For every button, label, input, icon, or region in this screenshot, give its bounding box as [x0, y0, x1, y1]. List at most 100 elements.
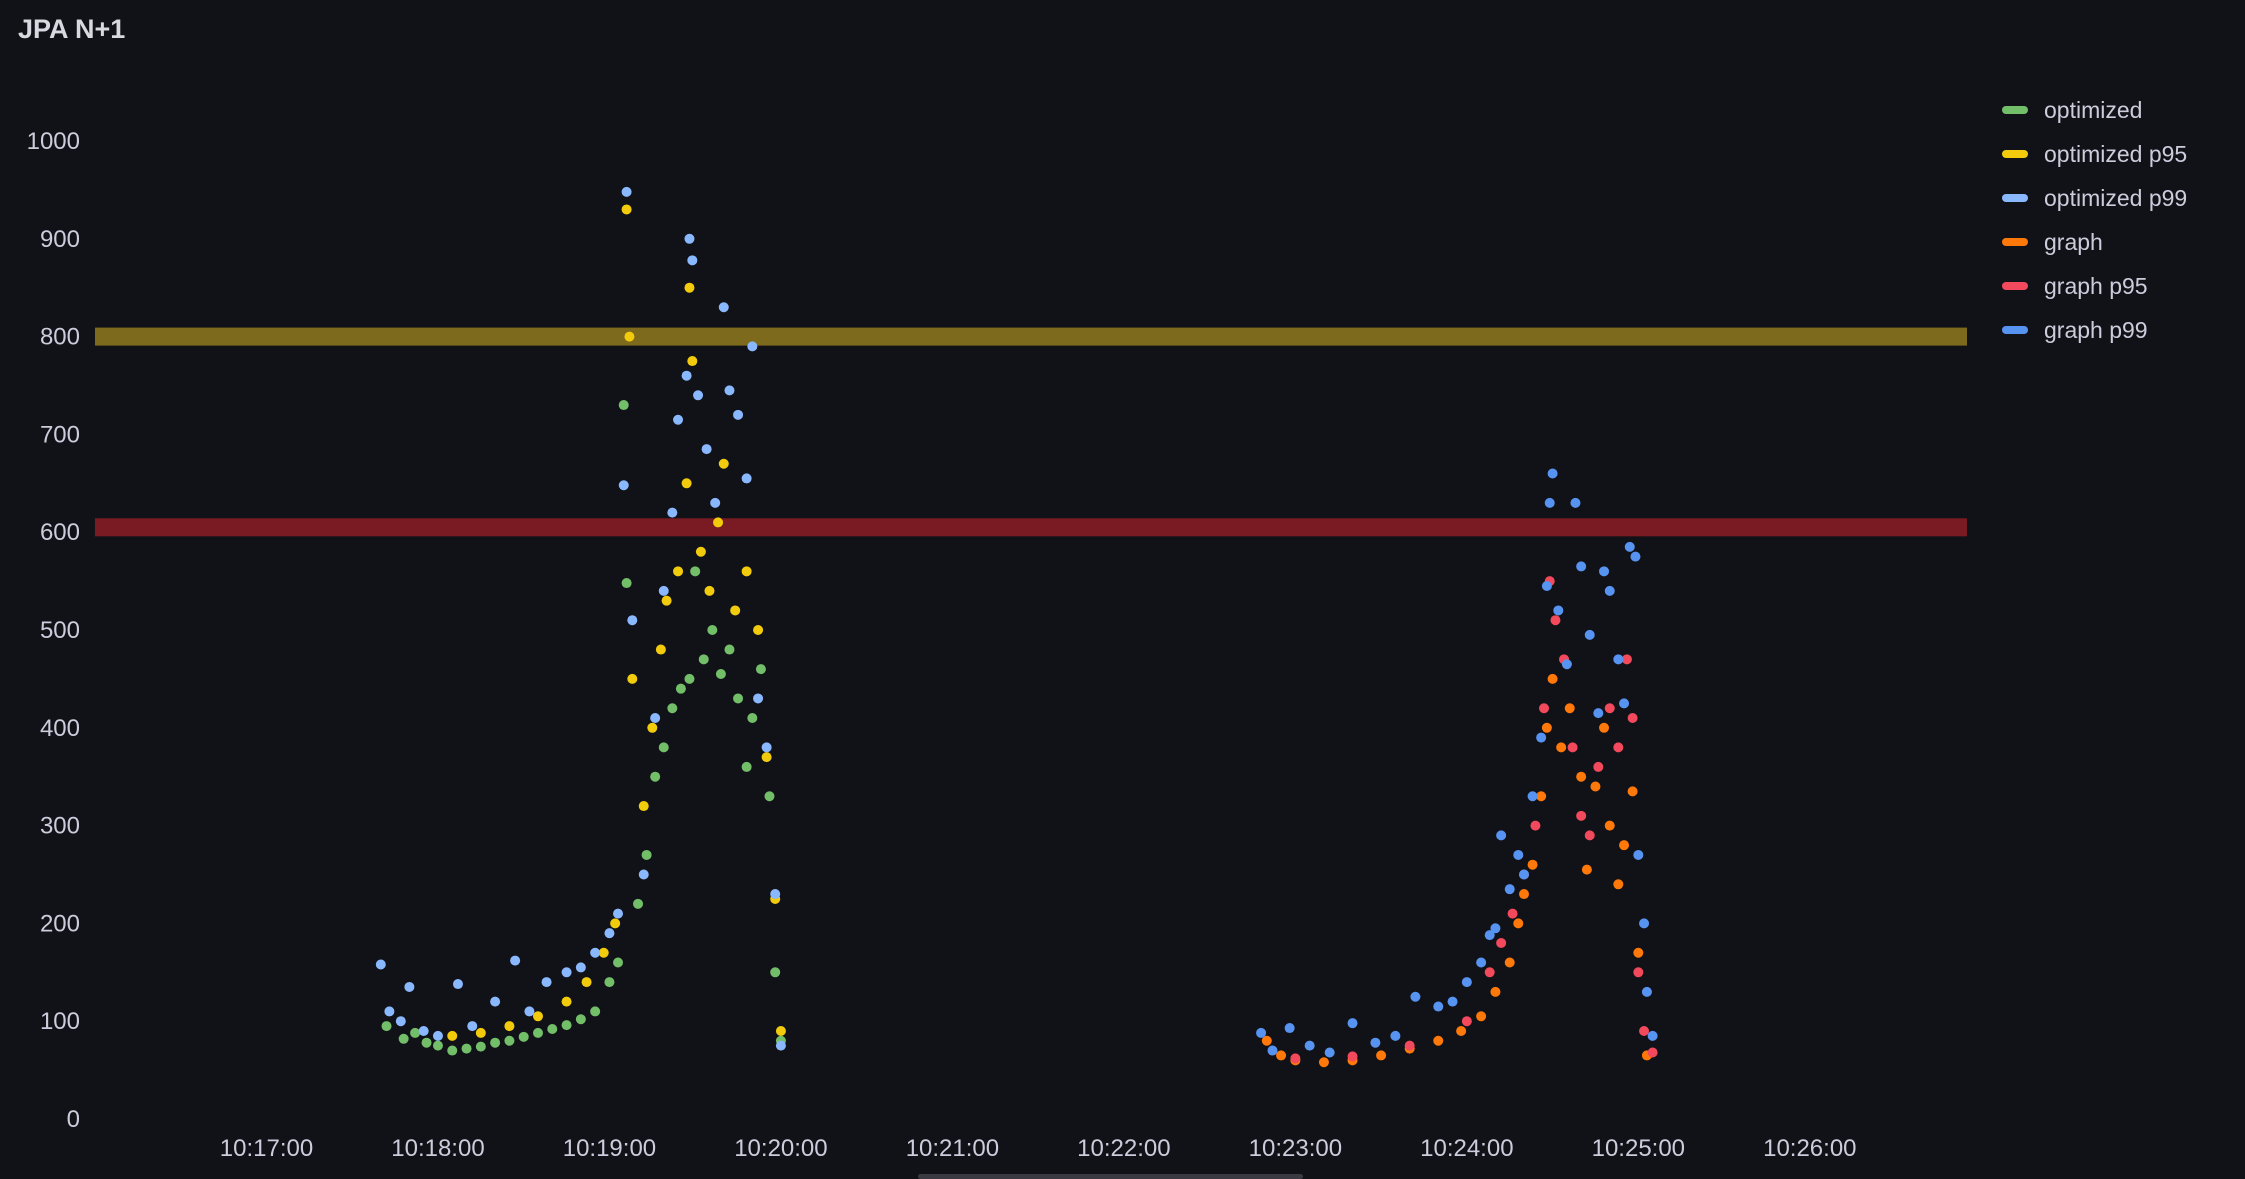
data-point: [1621, 654, 1632, 665]
data-point: [1613, 879, 1624, 890]
data-point: [621, 204, 632, 215]
data-point: [1456, 1025, 1467, 1036]
legend-swatch: [2002, 194, 2028, 202]
data-point: [687, 255, 698, 266]
data-point: [1513, 849, 1524, 860]
legend-item[interactable]: optimized p99: [2002, 176, 2187, 220]
panel-title: JPA N+1: [18, 14, 126, 44]
data-point: [613, 908, 624, 919]
y-tick-label: 700: [40, 421, 80, 448]
data-point: [661, 595, 672, 606]
data-point: [1581, 864, 1592, 875]
data-point: [1267, 1045, 1278, 1056]
data-point: [673, 566, 684, 577]
data-point: [1504, 957, 1515, 968]
data-point: [447, 1045, 458, 1056]
legend-item[interactable]: optimized: [2002, 88, 2187, 132]
data-point: [1370, 1037, 1381, 1048]
data-point: [707, 625, 718, 635]
data-point: [675, 683, 686, 694]
legend: optimized optimized p95 optimized p99 graph…: [2002, 88, 2187, 352]
data-point: [604, 928, 615, 939]
data-point: [741, 473, 752, 484]
data-point: [1564, 703, 1575, 714]
data-point: [1561, 659, 1572, 670]
data-point: [1547, 673, 1558, 684]
data-point: [490, 1037, 501, 1048]
data-point: [1318, 1057, 1329, 1068]
data-point: [1507, 908, 1518, 919]
data-point: [761, 752, 772, 763]
data-point: [618, 400, 629, 411]
data-point: [1641, 986, 1652, 997]
data-point: [504, 1035, 515, 1046]
data-point: [610, 918, 621, 929]
x-tick-label: 10:21:00: [906, 1135, 999, 1162]
data-point: [1484, 967, 1495, 978]
data-point: [1433, 1001, 1444, 1012]
data-point: [475, 1041, 486, 1052]
data-point: [604, 977, 615, 988]
data-point: [687, 356, 698, 367]
y-tick-label: 200: [40, 910, 80, 937]
legend-label: graph: [2044, 228, 2103, 255]
y-tick-label: 1000: [27, 128, 80, 155]
data-point: [1619, 698, 1630, 709]
y-tick-label: 0: [67, 1106, 80, 1133]
data-point: [701, 444, 712, 455]
legend-item[interactable]: optimized p95: [2002, 132, 2187, 176]
data-point: [1347, 1018, 1358, 1029]
data-point: [741, 566, 752, 577]
data-point: [1284, 1023, 1295, 1034]
data-point: [710, 497, 721, 508]
data-point: [761, 742, 772, 753]
legend-item[interactable]: graph p95: [2002, 264, 2187, 308]
data-point: [532, 1027, 543, 1038]
x-tick-label: 10:22:00: [1077, 1135, 1170, 1162]
data-point: [590, 1006, 601, 1017]
data-point: [598, 947, 609, 958]
data-point: [1630, 551, 1641, 562]
data-point: [510, 955, 521, 966]
data-point: [1304, 1040, 1315, 1051]
data-point: [421, 1037, 432, 1048]
y-tick-label: 100: [40, 1008, 80, 1035]
data-point: [398, 1033, 409, 1044]
x-tick-label: 10:23:00: [1249, 1135, 1342, 1162]
x-tick-label: 10:20:00: [734, 1135, 827, 1162]
legend-swatch: [2002, 106, 2028, 114]
data-point: [730, 605, 741, 616]
data-point: [1647, 1030, 1658, 1041]
data-point: [575, 1014, 586, 1025]
data-point: [504, 1021, 515, 1032]
data-point: [524, 1006, 535, 1017]
data-point: [467, 1021, 478, 1032]
data-point: [1627, 786, 1638, 797]
scrollbar-handle[interactable]: [918, 1174, 1303, 1179]
data-point: [753, 693, 764, 704]
legend-item[interactable]: graph: [2002, 220, 2187, 264]
data-point: [1639, 1025, 1650, 1036]
data-point: [375, 959, 386, 970]
data-point: [384, 1006, 395, 1017]
data-point: [733, 409, 744, 420]
legend-swatch: [2002, 150, 2028, 158]
scatter-plot[interactable]: 0 100 200 300 400 500 600 700 800 900 1000 10:17:00…: [0, 0, 1990, 1179]
legend-label: optimized p95: [2044, 140, 2188, 167]
y-tick-label: 500: [40, 617, 80, 644]
data-point: [698, 654, 709, 665]
data-point: [618, 480, 629, 491]
data-point: [1347, 1051, 1358, 1062]
data-point: [432, 1030, 443, 1041]
legend-item[interactable]: graph p99: [2002, 308, 2187, 352]
data-point: [770, 967, 781, 978]
data-point: [1593, 761, 1604, 772]
data-point: [747, 713, 758, 724]
data-point: [1604, 585, 1615, 596]
data-point: [1527, 859, 1538, 870]
data-point: [624, 331, 635, 342]
data-point: [1541, 722, 1552, 733]
x-tick-label: 10:25:00: [1592, 1135, 1685, 1162]
data-point: [1556, 742, 1567, 753]
data-point: [1633, 967, 1644, 978]
